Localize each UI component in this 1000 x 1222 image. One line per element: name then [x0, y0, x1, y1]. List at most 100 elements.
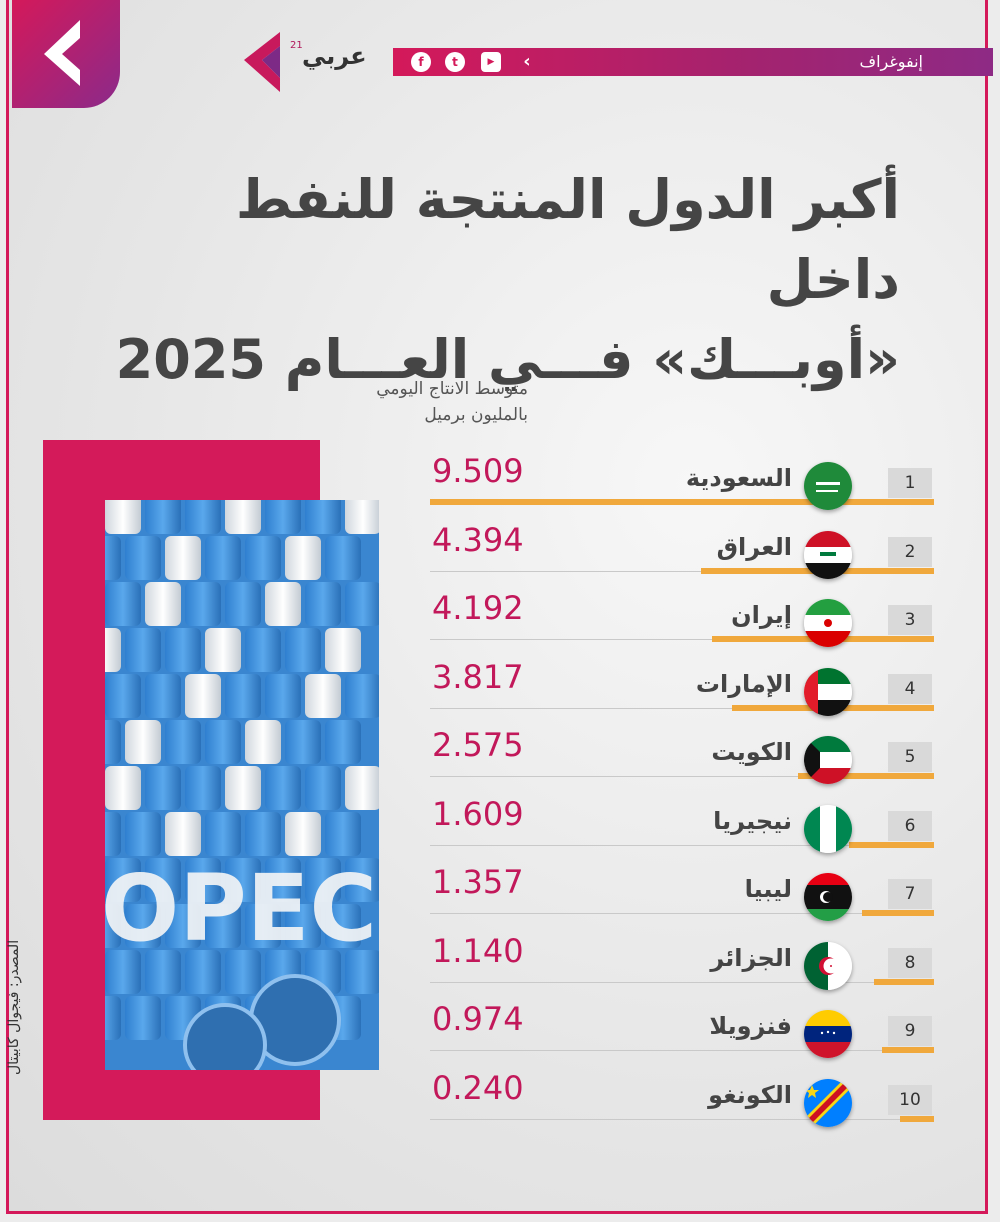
barrel: [325, 904, 361, 948]
country-label: إيران: [731, 601, 792, 629]
barrel: [165, 628, 201, 672]
bar-libya: [862, 910, 934, 916]
value-label: 1.609: [432, 794, 524, 833]
rank-badge: 1: [888, 468, 932, 498]
country-label: الكونغو: [708, 1080, 792, 1109]
barrel: [225, 674, 261, 718]
brand-name: عربي: [302, 42, 367, 70]
barrel: [185, 950, 221, 994]
iraq-flag-icon: [804, 530, 852, 579]
bar-row-saudi-arabia: 9.509 السعودية 1: [430, 452, 940, 524]
barrel: [205, 904, 241, 948]
barrel: [145, 950, 181, 994]
barrel: [105, 996, 121, 1040]
barrel: [205, 720, 241, 764]
congo-flag-icon: [804, 1078, 852, 1127]
barrel: [325, 628, 361, 672]
barrel: [285, 720, 321, 764]
rank-badge: 7: [888, 879, 932, 909]
bar-track: [430, 1050, 934, 1051]
bar-congo: [900, 1115, 934, 1122]
barrel: [205, 536, 241, 580]
value-label: 4.192: [432, 589, 524, 627]
bar-kuwait: [797, 773, 934, 779]
barrel: [145, 766, 181, 810]
rank-badge: 6: [888, 810, 932, 841]
rank-badge: 5: [888, 742, 932, 772]
barrel: [225, 950, 261, 994]
country-label: الإمارات: [695, 669, 792, 698]
arabi21-icon[interactable]: ‹: [523, 51, 531, 72]
barrel: [225, 582, 261, 626]
barrels-illustration: OPEC: [105, 500, 379, 1070]
barrel: [205, 628, 241, 672]
barrel: [305, 582, 341, 626]
barrel: [205, 812, 241, 856]
barrel: [285, 812, 321, 856]
bar-venezuela: [882, 1047, 934, 1053]
bar-row-congo: 0.240 الكونغو 10: [430, 1069, 940, 1141]
iran-flag-icon: [804, 599, 852, 647]
barrel: [125, 720, 161, 764]
country-label: العراق: [716, 532, 792, 561]
venezuela-flag-icon: [804, 1010, 852, 1058]
barrel: [285, 904, 321, 948]
value-label: 9.509: [432, 452, 524, 490]
bar-row-iran: 4.192 إيران 3: [430, 589, 940, 661]
barrel: [165, 536, 201, 580]
barrel: [105, 858, 141, 902]
twitter-icon[interactable]: t: [445, 52, 465, 72]
barrel: [145, 674, 181, 718]
barrel: [105, 904, 121, 948]
barrel: [245, 904, 281, 948]
barrel: [125, 628, 161, 672]
value-label: 3.817: [432, 657, 524, 696]
barrel: [145, 858, 181, 902]
bar-track: [430, 776, 934, 777]
barrel: [245, 536, 281, 580]
rank-badge: 4: [888, 673, 932, 704]
barrel: [305, 674, 341, 718]
bar-track: [430, 707, 934, 709]
barrel: [305, 500, 341, 534]
barrel: [345, 950, 379, 994]
barrel: [105, 674, 141, 718]
barrel: [145, 500, 181, 534]
barrel: [245, 628, 281, 672]
barrel: [285, 536, 321, 580]
value-label: 1.357: [432, 863, 524, 901]
barrel: [105, 950, 141, 994]
barrel: [185, 582, 221, 626]
svg-text:OPEC: OPEC: [105, 855, 377, 962]
barrel: [165, 904, 201, 948]
title-line-2: «أوبـــك» فـــي العـــام 2025: [115, 328, 900, 391]
barrel: [325, 536, 361, 580]
barrel: [105, 812, 121, 856]
youtube-icon[interactable]: ▶: [481, 52, 501, 72]
unit-line-1: متوسط الانتاج اليومي: [376, 379, 528, 399]
saudi-arabia-flag-icon: [804, 462, 852, 510]
barrel: [145, 582, 181, 626]
bar-track: [430, 1118, 934, 1120]
libya-flag-icon: [804, 873, 852, 921]
barrel: [165, 720, 201, 764]
facebook-icon[interactable]: f: [411, 52, 431, 72]
barrel: [105, 720, 121, 764]
rank-badge: 8: [888, 947, 932, 978]
barrel: [105, 536, 121, 580]
country-label: الجزائر: [710, 943, 792, 972]
barrel: [265, 858, 301, 902]
nigeria-flag-icon: [804, 804, 852, 853]
barrel: [185, 858, 221, 902]
barrel: [285, 628, 321, 672]
arabi21-logo-icon: [44, 20, 80, 86]
barrel: [185, 674, 221, 718]
barrel: [325, 720, 361, 764]
barrel: [185, 500, 221, 534]
brand-logo: 21 عربي: [240, 30, 370, 100]
rank-badge: 10: [888, 1084, 932, 1115]
chart-title: أكبر الدول المنتجة للنفط داخل «أوبـــك» …: [90, 160, 900, 400]
barrel: [345, 858, 379, 902]
bar-track: [430, 639, 934, 640]
bar-row-algeria: 1.140 الجزائر 8: [430, 932, 940, 1004]
